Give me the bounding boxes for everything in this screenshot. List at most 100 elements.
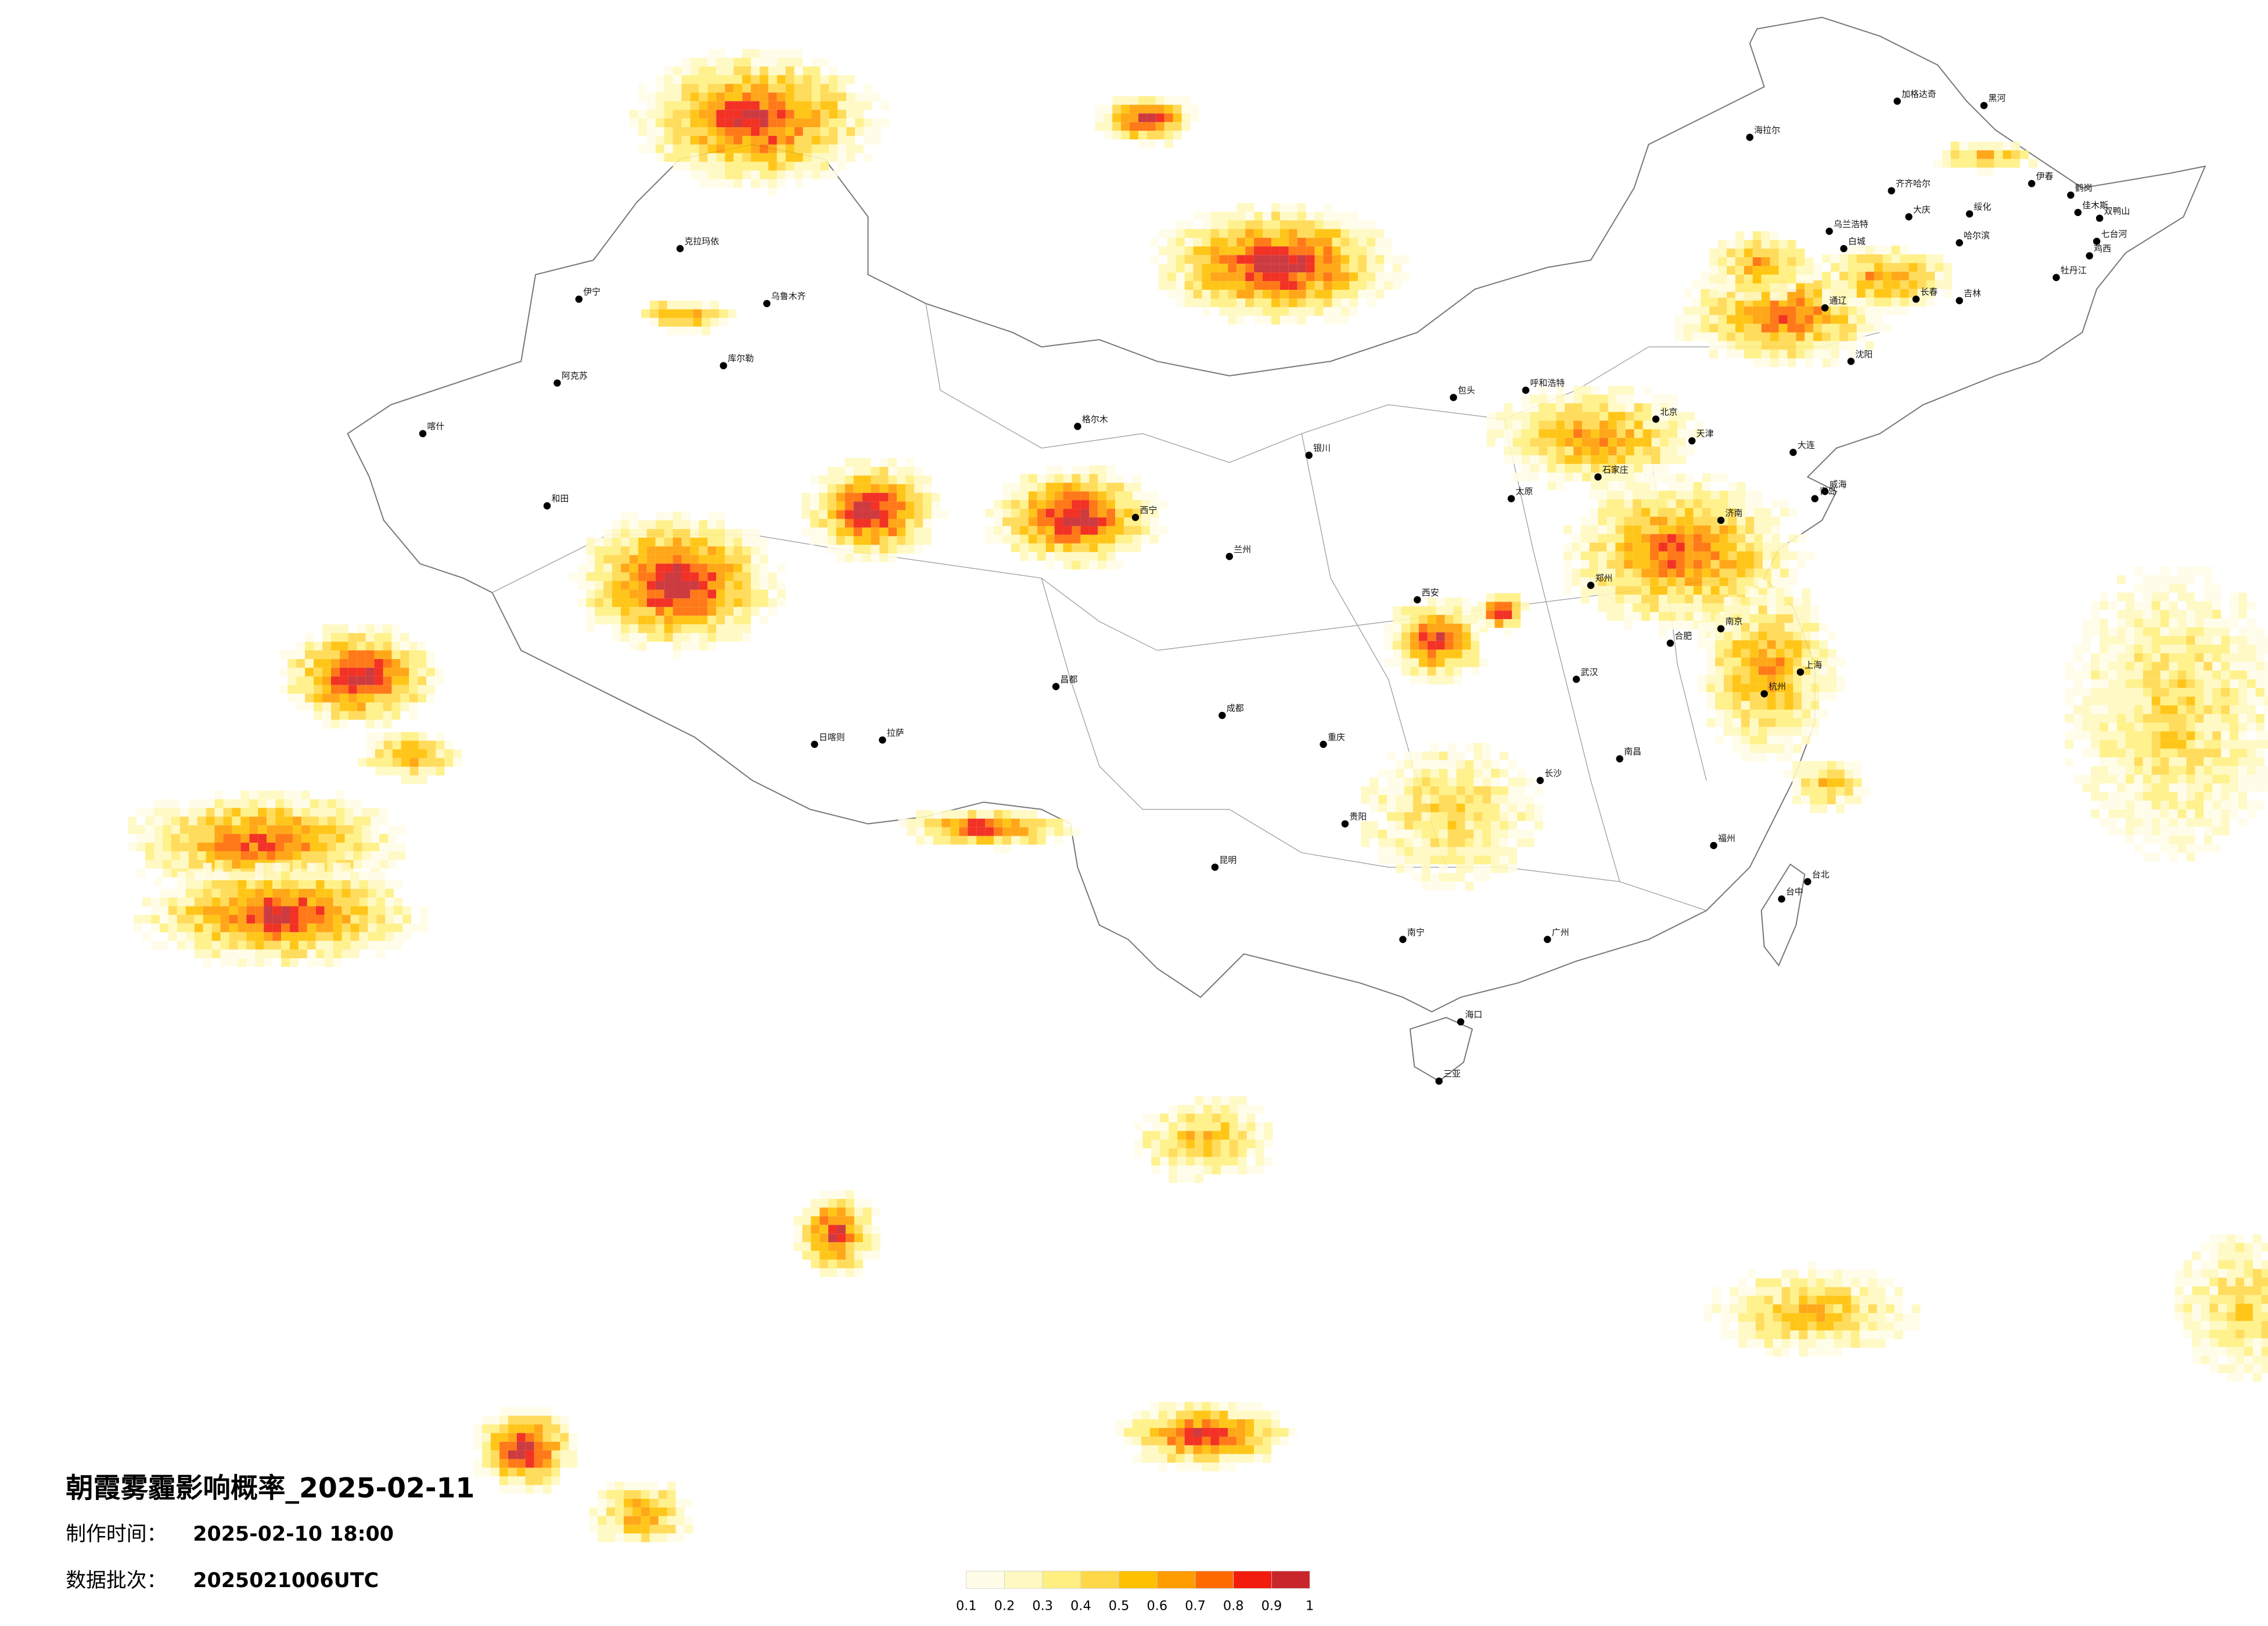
haze-cell: [2125, 618, 2134, 628]
haze-cell: [1856, 315, 1866, 324]
haze-cell: [368, 880, 377, 889]
haze-cell: [577, 563, 587, 573]
haze-cell: [1834, 1347, 1843, 1357]
haze-cell: [1745, 508, 1755, 517]
haze-cell: [1219, 1402, 1228, 1411]
haze-cell: [1598, 560, 1607, 569]
haze-cell: [1410, 667, 1419, 676]
haze-cell: [2230, 809, 2239, 818]
haze-cell: [516, 1467, 526, 1477]
haze-cell: [1072, 543, 1081, 552]
haze-cell: [2227, 1373, 2236, 1382]
haze-cell: [315, 958, 325, 967]
haze-cell: [542, 1467, 552, 1477]
haze-cell: [171, 851, 180, 860]
haze-cell: [1598, 542, 1607, 552]
haze-cell: [1650, 577, 1659, 587]
haze-cell: [1149, 1454, 1159, 1463]
haze-cell: [1271, 272, 1280, 282]
haze-cell: [641, 1498, 650, 1508]
haze-cell: [330, 642, 340, 650]
haze-cell: [1332, 315, 1341, 325]
haze-cell: [1228, 307, 1237, 316]
haze-cell: [853, 527, 862, 537]
haze-cell: [681, 563, 691, 573]
haze-cell: [1141, 534, 1150, 544]
haze-cell: [342, 862, 351, 872]
haze-cell: [1158, 1402, 1167, 1411]
haze-cell: [1749, 710, 1759, 718]
haze-cell: [2160, 584, 2169, 593]
haze-cell: [2100, 645, 2109, 653]
haze-cell: [2204, 835, 2213, 844]
haze-cell: [976, 827, 986, 836]
haze-cell: [750, 607, 760, 616]
haze-cell: [134, 915, 143, 924]
haze-cell: [2204, 714, 2213, 723]
haze-cell: [1735, 315, 1744, 324]
haze-cell: [229, 880, 238, 889]
haze-cell: [1676, 560, 1685, 569]
haze-cell: [560, 1441, 569, 1451]
haze-cell: [2186, 661, 2195, 671]
haze-cell: [793, 1242, 803, 1251]
haze-cell: [1245, 298, 1255, 307]
haze-cell: [1195, 1139, 1203, 1149]
haze-cell: [1732, 605, 1741, 614]
haze-cell: [426, 693, 436, 703]
haze-cell: [1642, 463, 1652, 473]
haze-cell: [1749, 701, 1759, 710]
haze-cell: [366, 758, 375, 767]
haze-cell: [1358, 281, 1367, 290]
haze-cell: [1828, 684, 1837, 693]
haze-cell: [2247, 722, 2256, 732]
haze-cell: [1865, 341, 1874, 350]
haze-cell: [802, 1233, 811, 1243]
haze-cell: [1660, 447, 1669, 455]
haze-cell: [188, 834, 197, 843]
haze-cell: [690, 84, 699, 93]
haze-cell: [1771, 569, 1781, 578]
haze-cell: [2100, 636, 2109, 645]
haze-cell: [2143, 818, 2152, 827]
haze-cell: [342, 923, 351, 933]
haze-cell: [298, 923, 307, 933]
haze-cell: [1764, 1322, 1773, 1331]
haze-cell: [324, 915, 333, 924]
haze-cell: [2221, 627, 2230, 636]
haze-cell: [419, 906, 429, 915]
haze-cell: [1856, 323, 1866, 333]
haze-cell: [1796, 289, 1805, 298]
haze-cell: [2201, 1303, 2210, 1312]
haze-cell: [2252, 1295, 2262, 1304]
haze-cell: [1367, 229, 1376, 238]
haze-cell: [1802, 657, 1811, 667]
haze-cell: [1184, 1402, 1194, 1411]
haze-cell: [1133, 1428, 1141, 1437]
haze-cell: [287, 650, 297, 659]
haze-cell: [1885, 1296, 1895, 1305]
haze-cell: [716, 110, 725, 119]
haze-cell: [871, 536, 880, 545]
haze-cell: [768, 135, 777, 145]
haze-cell: [1401, 272, 1410, 282]
haze-cell: [2247, 783, 2256, 792]
haze-cell: [1752, 323, 1762, 333]
haze-cell: [1608, 420, 1617, 430]
haze-cell: [324, 871, 333, 880]
haze-cell: [375, 767, 384, 776]
haze-cell: [2264, 636, 2268, 645]
haze-cell: [655, 92, 664, 102]
haze-cell: [675, 318, 685, 327]
haze-cell: [675, 1507, 685, 1516]
haze-cell: [1749, 753, 1759, 762]
haze-cell: [699, 528, 708, 538]
haze-cell: [177, 897, 186, 906]
haze-cell: [301, 790, 310, 800]
haze-cell: [179, 816, 189, 826]
haze-cell: [1160, 1139, 1169, 1149]
haze-cell: [2116, 661, 2126, 671]
haze-cell: [759, 555, 768, 564]
haze-cell: [1741, 657, 1750, 667]
haze-cell: [1210, 1454, 1220, 1463]
